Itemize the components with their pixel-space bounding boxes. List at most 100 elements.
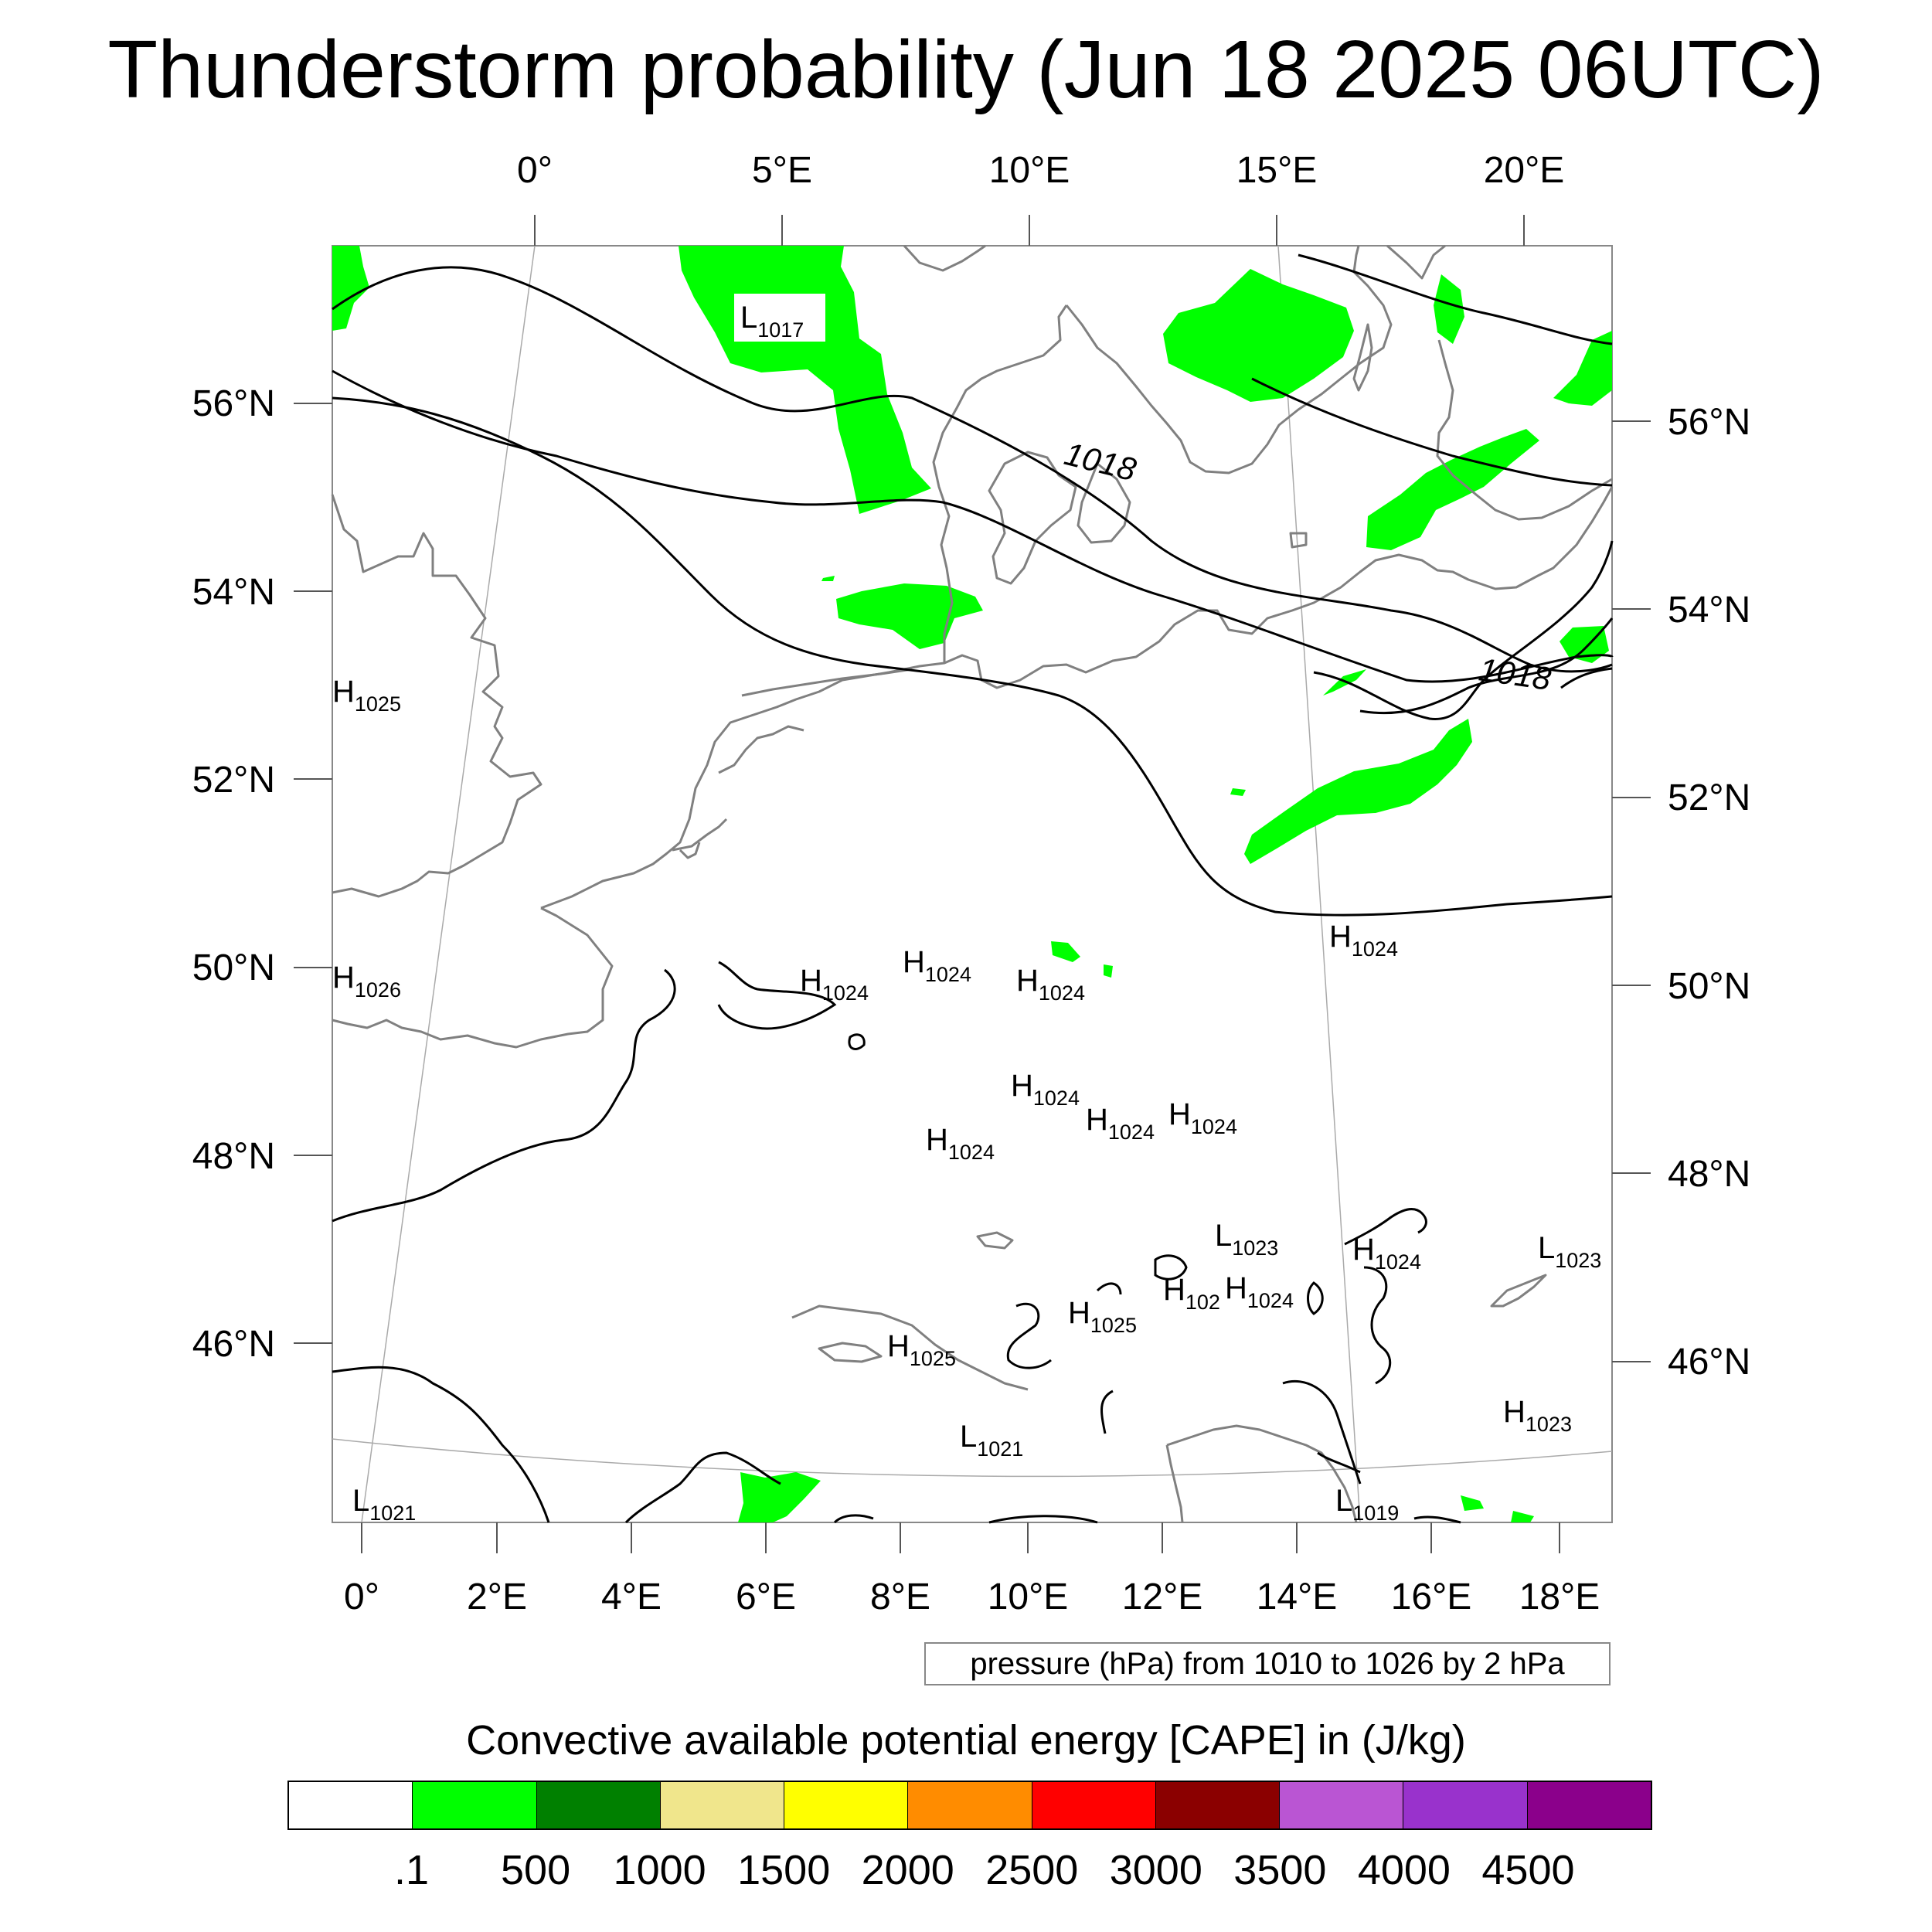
pressure-value: 1021 [369, 1502, 416, 1525]
high-pressure-label: H1024 [1086, 1103, 1155, 1144]
pressure-value: 1024 [1033, 1087, 1080, 1110]
coastline-jutland [932, 304, 1068, 663]
cape-area [738, 1472, 821, 1522]
lat-label-right: 46°N [1668, 1342, 1750, 1383]
isobar-line [1313, 540, 1614, 720]
colorbar-swatch [1032, 1782, 1156, 1828]
contour-note: pressure (hPa) from 1010 to 1026 by 2 hP… [924, 1642, 1611, 1685]
pressure-value: 1024 [1375, 1250, 1421, 1274]
colorbar-swatch [1280, 1782, 1404, 1828]
border-alps [791, 1304, 1029, 1391]
lon-label-bottom: 10°E [988, 1577, 1069, 1617]
coastline-bornholm [1289, 532, 1308, 549]
lon-label-top: 15°E [1236, 150, 1318, 191]
lat-label-right: 48°N [1668, 1154, 1750, 1195]
coastline-holland [718, 725, 804, 774]
isobar-line [1154, 1254, 1188, 1281]
graticule [332, 245, 1613, 1523]
meridian-15e [1277, 245, 1361, 1523]
pressure-type: L [1215, 1219, 1232, 1253]
pressure-value: 1024 [1108, 1121, 1155, 1144]
coastline-small [679, 842, 701, 859]
chart-title: Thunderstorm probability (Jun 18 2025 06… [107, 24, 1825, 115]
colorbar [287, 1781, 1652, 1830]
pressure-value: 1017 [757, 318, 804, 342]
lon-label-bottom: 6°E [736, 1577, 796, 1617]
colorbar-label: 3500 [1233, 1847, 1327, 1893]
coastline-zealand [1077, 462, 1131, 544]
pressure-type: L [1335, 1484, 1352, 1518]
border-lake-geneva [818, 1342, 883, 1363]
pressure-type: H [1352, 1233, 1375, 1267]
pressure-value: 1025 [355, 692, 401, 716]
isobar-line [1413, 1515, 1461, 1524]
colorbar-label: 2500 [985, 1847, 1079, 1893]
pressure-value: 1024 [822, 981, 869, 1005]
low-pressure-label: L1023 [1215, 1219, 1278, 1260]
lat-labels-right: 56°N 54°N 52°N 50°N 48°N 46°N [1668, 402, 1750, 1383]
cape-area [1244, 719, 1472, 864]
high-pressure-label: H102 [1163, 1273, 1220, 1314]
high-pressure-label: H1026 [332, 961, 401, 1002]
high-pressure-label: H1025 [887, 1329, 956, 1370]
pressure-type: H [332, 961, 355, 995]
pressure-value: 1024 [925, 963, 971, 986]
pressure-type: H [800, 964, 822, 998]
pressure-value: 1021 [977, 1437, 1023, 1461]
colorbar-label: 1000 [613, 1847, 706, 1893]
low-pressure-label: L1021 [960, 1420, 1023, 1461]
cape-area [1051, 941, 1080, 962]
lat-label-left: 46°N [192, 1324, 275, 1365]
cape-area [1461, 1495, 1484, 1511]
lon-label-bottom: 8°E [870, 1577, 930, 1617]
coastline-adriatic-west [1165, 1444, 1184, 1523]
pressure-type: H [1225, 1271, 1247, 1305]
colorbar-labels: .1 500 1000 1500 2000 2500 3000 3500 4000 4500 [287, 1845, 1652, 1900]
pressure-value: 1025 [910, 1347, 956, 1370]
pressure-type: H [1086, 1103, 1108, 1137]
isobar-line [332, 266, 1613, 673]
pressure-type: H [1163, 1273, 1185, 1307]
pressure-label-box [734, 294, 825, 342]
colorbar-label: 500 [501, 1847, 571, 1893]
pressure-type: L [740, 301, 757, 335]
pressure-type: H [1068, 1296, 1090, 1330]
colorbar-swatch [660, 1782, 785, 1828]
meridian-0 [361, 245, 536, 1523]
lon-label-bottom: 12°E [1122, 1577, 1203, 1617]
isobar-line [1100, 1389, 1114, 1434]
isobar-line [1096, 1282, 1122, 1295]
lat-ticks-left [294, 403, 332, 1344]
isobar-line [332, 1366, 550, 1523]
pressure-value: 1024 [948, 1141, 995, 1164]
high-pressure-label: H1025 [332, 675, 401, 716]
colorbar-swatch [1403, 1782, 1528, 1828]
lat-label-left: 50°N [192, 947, 275, 988]
colorbar-swatch [536, 1782, 661, 1828]
high-pressure-label: H1024 [1011, 1069, 1080, 1110]
lon-label-bottom: 18°E [1519, 1577, 1600, 1617]
colorbar-label: .1 [394, 1847, 430, 1893]
pressure-type: H [903, 945, 925, 979]
pressure-value: 1019 [1352, 1502, 1399, 1525]
cape-area [1163, 269, 1354, 402]
high-pressure-label: H1024 [1225, 1271, 1294, 1312]
colorbar-swatch [1155, 1782, 1281, 1828]
colorbar-label: 1500 [737, 1847, 831, 1893]
isobar-line [332, 968, 676, 1223]
coastline-gotland [1352, 323, 1373, 392]
lon-ticks-bottom [361, 1522, 1560, 1553]
border-lake-constance [976, 1231, 1014, 1250]
cape-area [332, 246, 369, 331]
border-france [332, 906, 614, 1049]
pressure-type: L [1538, 1231, 1555, 1265]
isobar-line [1359, 617, 1614, 715]
lat-label-right: 50°N [1668, 966, 1750, 1007]
colorbar-label: 4500 [1481, 1847, 1575, 1893]
coastline-scheldt [672, 818, 728, 852]
pressure-type: H [887, 1329, 910, 1363]
coastline-frisian [741, 668, 913, 697]
isobars [332, 253, 1614, 1524]
cape-area [1230, 788, 1246, 796]
pressure-type: L [352, 1484, 369, 1518]
